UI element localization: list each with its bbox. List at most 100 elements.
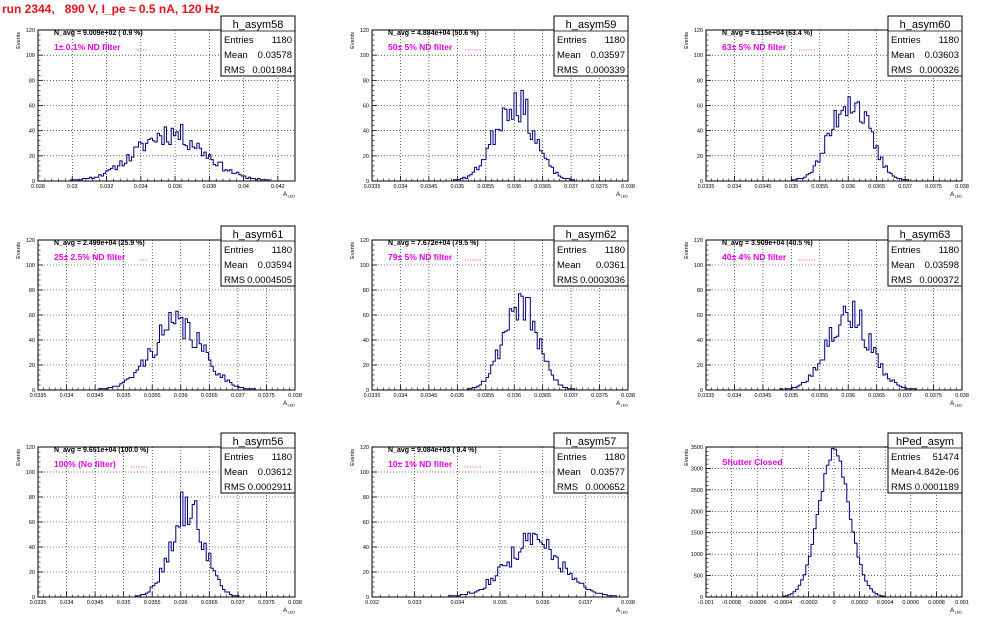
x-tick-label: 0 <box>832 600 835 606</box>
stats-label: RMS <box>891 482 912 493</box>
x-tick-label: 0.035 <box>117 393 131 399</box>
y-tick-label: 0 <box>366 179 369 185</box>
stats-value: 1180 <box>272 245 292 256</box>
y-tick-label: 20 <box>29 154 35 160</box>
histogram-series-h_asym61 <box>38 310 295 391</box>
stats-label: Mean <box>891 260 915 271</box>
stats-value: 0.03603 <box>925 50 959 61</box>
x-tick-label: 0.0335 <box>364 393 381 399</box>
x-tick-label: 0.037 <box>564 393 578 399</box>
y-tick-label: 80 <box>363 495 369 501</box>
y-axis-title: Events <box>16 32 22 49</box>
x-tick-label: 0.028 <box>31 184 45 190</box>
navg-label: N_avg = 9.651e+04 (100.0 %) <box>54 447 149 454</box>
y-tick-label: 100 <box>694 53 703 59</box>
x-tick-label: 0.034 <box>394 184 408 190</box>
y-tick-label: 2500 <box>691 488 703 494</box>
x-tick-label: 0.0335 <box>364 184 381 190</box>
stats-value: 0.03598 <box>925 260 959 271</box>
x-tick-label: 0.0375 <box>925 184 942 190</box>
x-tick-label: 0.042 <box>271 184 285 190</box>
stats-value: -4.842e-06 <box>913 467 959 478</box>
histogram-series-h_asym56 <box>38 491 295 598</box>
x-tick-label: 0.0365 <box>201 393 218 399</box>
x-tick-label: 0.0355 <box>811 393 828 399</box>
y-tick-label: 120 <box>26 28 35 34</box>
y-tick-label: 0 <box>32 388 35 394</box>
x-tick-label: 0.0375 <box>258 600 275 606</box>
x-tick-label: 0.0002 <box>851 600 868 606</box>
x-tick-label: 0.0365 <box>534 184 551 190</box>
y-tick-label: 0 <box>700 179 703 185</box>
y-tick-label: 120 <box>360 28 369 34</box>
x-tick-label: 0.0375 <box>258 393 275 399</box>
y-tick-label: 0 <box>32 595 35 601</box>
y-tick-label: 20 <box>363 363 369 369</box>
x-tick-label: 0.0345 <box>420 184 437 190</box>
page-title: run 2344, 890 V, I_pe ≈ 0.5 nA, 120 Hz <box>2 2 220 16</box>
stats-label: Mean <box>891 467 915 478</box>
filter-note: 50± 5% ND filter <box>388 42 453 52</box>
histogram-panel-h_asym59: 0.0335 0.034 0.0345 0.035 0.0355 0.036 0.0365 0… <box>350 15 635 199</box>
x-tick-label: 0.036 <box>507 393 521 399</box>
y-tick-label: 60 <box>697 104 703 110</box>
stats-label: Mean <box>557 50 581 61</box>
y-tick-label: 80 <box>697 78 703 84</box>
histogram-panel-h_asym58: 0.028 0.03 0.032 0.034 0.036 0.038 0.04 0.042 0 2… <box>16 15 296 199</box>
x-axis-title: ALED <box>950 401 962 408</box>
stats-value: 0.0002911 <box>248 482 292 493</box>
y-tick-label: 0 <box>700 388 703 394</box>
x-tick-label: 0.035 <box>450 393 464 399</box>
x-tick-label: 0.0375 <box>591 184 608 190</box>
x-axis-title: ALED <box>616 608 628 615</box>
y-tick-label: 80 <box>363 288 369 294</box>
x-tick-label: 0.037 <box>564 184 578 190</box>
x-axis-title: ALED <box>950 192 962 199</box>
stats-label: RMS <box>224 65 245 76</box>
stats-label: RMS <box>891 65 912 76</box>
histogram-title: h_asym61 <box>233 229 284 241</box>
stats-value: 1180 <box>272 35 292 46</box>
y-tick-label: 60 <box>697 313 703 319</box>
x-tick-label: 0.037 <box>231 600 245 606</box>
y-axis-title: Events <box>684 32 690 49</box>
stats-label: RMS <box>224 482 245 493</box>
histogram-panel-h_asym61: 0.0335 0.034 0.0345 0.035 0.0355 0.036 0.0365 0… <box>16 225 302 408</box>
x-tick-label: 0.032 <box>100 184 114 190</box>
stats-label: Entries <box>224 35 254 46</box>
y-axis-title: Events <box>350 242 356 259</box>
histogram-panel-hPed_asym: -0.001 -0.0008 -0.0006 -0.0004 -0.0002 0 0.000… <box>684 432 969 615</box>
y-tick-label: 0 <box>366 388 369 394</box>
x-tick-label: 0.034 <box>60 600 74 606</box>
stats-value: 0.0001189 <box>915 482 959 493</box>
x-tick-label: 0.033 <box>408 600 422 606</box>
stats-box <box>887 225 963 287</box>
histogram-series-h_asym60 <box>706 96 962 182</box>
x-tick-label: -0.001 <box>698 600 714 606</box>
stats-label: Entries <box>891 35 921 46</box>
x-tick-label: 0.0365 <box>534 393 551 399</box>
stats-box <box>887 15 963 77</box>
histogram-title: h_asym59 <box>566 19 617 31</box>
x-tick-label: 0.035 <box>450 184 464 190</box>
stats-value: 0.0003036 <box>580 275 625 286</box>
y-tick-label: 120 <box>26 445 35 451</box>
x-tick-label: 0.0335 <box>30 600 47 606</box>
x-tick-label: 0.038 <box>202 184 216 190</box>
y-tick-label: 80 <box>29 495 35 501</box>
stats-value: 0.0361 <box>596 260 625 271</box>
x-tick-label: 0.0345 <box>754 393 771 399</box>
stats-label: Mean <box>557 260 581 271</box>
y-tick-label: 120 <box>360 445 369 451</box>
stats-label: RMS <box>224 275 245 286</box>
x-tick-label: 0.037 <box>898 393 912 399</box>
x-tick-label: 0.038 <box>288 600 302 606</box>
histogram-panel-h_asym56: 0.0335 0.034 0.0345 0.035 0.0355 0.036 0.0365 0… <box>16 432 302 615</box>
x-tick-label: -0.0008 <box>722 600 741 606</box>
y-tick-label: 40 <box>363 545 369 551</box>
x-tick-label: -0.0004 <box>773 600 792 606</box>
x-tick-label: 0.0355 <box>144 393 161 399</box>
stats-value: 1180 <box>939 245 959 256</box>
histogram-title: hPed_asym <box>896 436 954 448</box>
